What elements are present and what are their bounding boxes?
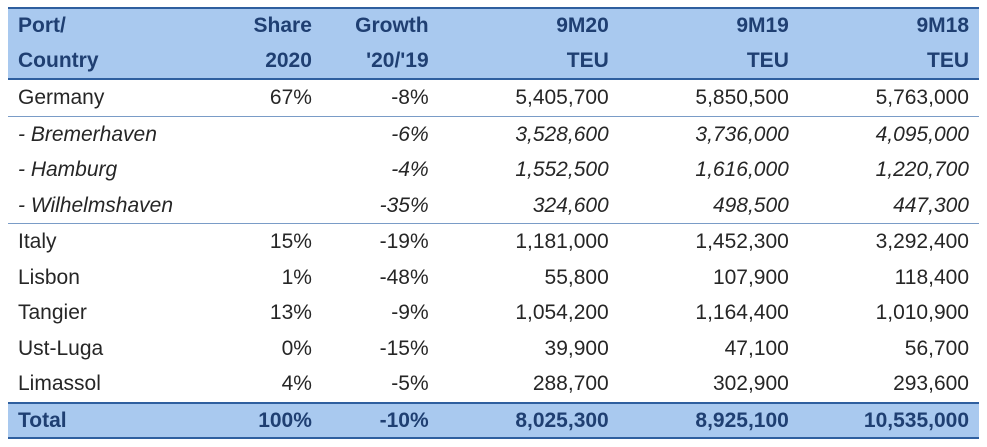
header-9m20-unit: TEU bbox=[438, 43, 619, 80]
header-9m19: 9M19 bbox=[618, 7, 799, 44]
cell-port: Tangier bbox=[18, 301, 87, 325]
cell-9m18: 1,220,700 bbox=[875, 158, 969, 182]
header-port: Port/ bbox=[8, 7, 233, 44]
total-share: 100% bbox=[232, 401, 322, 439]
cell-9m19: 302,900 bbox=[712, 372, 789, 396]
header-9m19-unit: TEU bbox=[618, 43, 799, 80]
cell-share: 67% bbox=[269, 86, 312, 110]
cell-growth: -4% bbox=[391, 158, 429, 182]
table-row-germany: Germany 67% -8% 5,405,700 5,850,500 5,76… bbox=[8, 79, 979, 116]
cell-growth: -19% bbox=[321, 223, 439, 260]
header-9m18: 9M18 bbox=[798, 7, 979, 44]
cell-9m19: 5,850,500 bbox=[695, 86, 789, 110]
cell-growth: -6% bbox=[321, 115, 439, 152]
header-9m20: 9M20 bbox=[438, 7, 619, 44]
header-share-year: 2020 bbox=[232, 43, 322, 80]
header-country: Country bbox=[8, 43, 233, 80]
cell-port: - Bremerhaven bbox=[8, 115, 233, 152]
cell-port: - Wilhelmshaven bbox=[18, 193, 174, 217]
cell-9m20: 1,181,000 bbox=[438, 223, 619, 260]
cell-share bbox=[232, 188, 322, 224]
cell-9m18: 1,010,900 bbox=[875, 301, 969, 325]
header-share: Share bbox=[232, 7, 322, 44]
cell-port: Germany bbox=[18, 86, 105, 110]
cell-9m19: 3,736,000 bbox=[618, 115, 799, 152]
table-row-hamburg: - Hamburg -4% 1,552,500 1,616,000 1,220,… bbox=[8, 152, 979, 188]
cell-9m18: 447,300 bbox=[893, 193, 969, 217]
cell-growth: -8% bbox=[391, 86, 429, 110]
total-growth: -10% bbox=[321, 401, 439, 439]
header-growth-period: '20/'19 bbox=[321, 43, 439, 80]
cell-9m20: 1,054,200 bbox=[515, 301, 609, 325]
header-row-1: Port/ Share Growth 9M20 9M19 9M18 bbox=[8, 7, 979, 44]
header-growth: Growth bbox=[321, 7, 439, 44]
total-9m18: 10,535,000 bbox=[798, 401, 979, 439]
cell-9m20: 288,700 bbox=[532, 372, 609, 396]
table-row-ust-luga: Ust-Luga 0% -15% 39,900 47,100 56,700 bbox=[8, 331, 979, 367]
table-row-bremerhaven: - Bremerhaven -6% 3,528,600 3,736,000 4,… bbox=[8, 115, 979, 152]
cell-9m19: 47,100 bbox=[724, 336, 789, 360]
cell-port: Italy bbox=[8, 223, 233, 260]
total-label: Total bbox=[8, 401, 233, 439]
cell-port: Limassol bbox=[18, 372, 101, 396]
header-row-2: Country 2020 '20/'19 TEU TEU TEU bbox=[8, 43, 979, 80]
cell-9m19: 1,164,400 bbox=[695, 301, 789, 325]
cell-growth: -15% bbox=[379, 336, 429, 360]
header-9m18-unit: TEU bbox=[798, 43, 979, 80]
total-9m20: 8,025,300 bbox=[438, 401, 619, 439]
cell-share: 4% bbox=[281, 372, 312, 396]
cell-port: Lisbon bbox=[18, 265, 80, 289]
cell-9m19: 1,452,300 bbox=[618, 223, 799, 260]
cell-growth: -5% bbox=[391, 372, 429, 396]
cell-port: Ust-Luga bbox=[18, 336, 104, 360]
cell-share: 1% bbox=[281, 265, 312, 289]
cell-share: 13% bbox=[269, 301, 312, 325]
cell-9m18: 56,700 bbox=[904, 336, 969, 360]
table-row-total: Total 100% -10% 8,025,300 8,925,100 10,5… bbox=[8, 401, 979, 439]
cell-9m18: 5,763,000 bbox=[875, 86, 969, 110]
table-row-lisbon: Lisbon 1% -48% 55,800 107,900 118,400 bbox=[8, 260, 979, 296]
table-row-italy: Italy 15% -19% 1,181,000 1,452,300 3,292… bbox=[8, 223, 979, 260]
cell-9m18: 3,292,400 bbox=[798, 223, 979, 260]
cell-9m20: 39,900 bbox=[544, 336, 609, 360]
cell-9m20: 3,528,600 bbox=[438, 115, 619, 152]
table-row-limassol: Limassol 4% -5% 288,700 302,900 293,600 bbox=[8, 366, 979, 403]
cell-growth: -35% bbox=[379, 193, 429, 217]
port-volume-table: Port/ Share Growth 9M20 9M19 9M18 Countr… bbox=[8, 7, 979, 439]
table-row-tangier: Tangier 13% -9% 1,054,200 1,164,400 1,01… bbox=[8, 295, 979, 331]
cell-share bbox=[232, 115, 322, 152]
cell-9m19: 1,616,000 bbox=[695, 158, 789, 182]
cell-port: - Hamburg bbox=[18, 158, 118, 182]
cell-share: 0% bbox=[281, 336, 312, 360]
table-row-wilhelmshaven: - Wilhelmshaven -35% 324,600 498,500 447… bbox=[8, 188, 979, 224]
cell-9m19: 498,500 bbox=[712, 193, 789, 217]
cell-share bbox=[232, 152, 322, 188]
cell-growth: -9% bbox=[391, 301, 429, 325]
cell-9m20: 5,405,700 bbox=[515, 86, 609, 110]
cell-growth: -48% bbox=[379, 265, 429, 289]
cell-9m18: 118,400 bbox=[894, 265, 969, 289]
cell-9m18: 4,095,000 bbox=[798, 115, 979, 152]
cell-9m20: 1,552,500 bbox=[515, 158, 609, 182]
cell-share: 15% bbox=[232, 223, 322, 260]
cell-9m20: 324,600 bbox=[532, 193, 609, 217]
cell-9m20: 55,800 bbox=[544, 265, 609, 289]
total-9m19: 8,925,100 bbox=[618, 401, 799, 439]
cell-9m19: 107,900 bbox=[712, 265, 789, 289]
cell-9m18: 293,600 bbox=[893, 372, 969, 396]
